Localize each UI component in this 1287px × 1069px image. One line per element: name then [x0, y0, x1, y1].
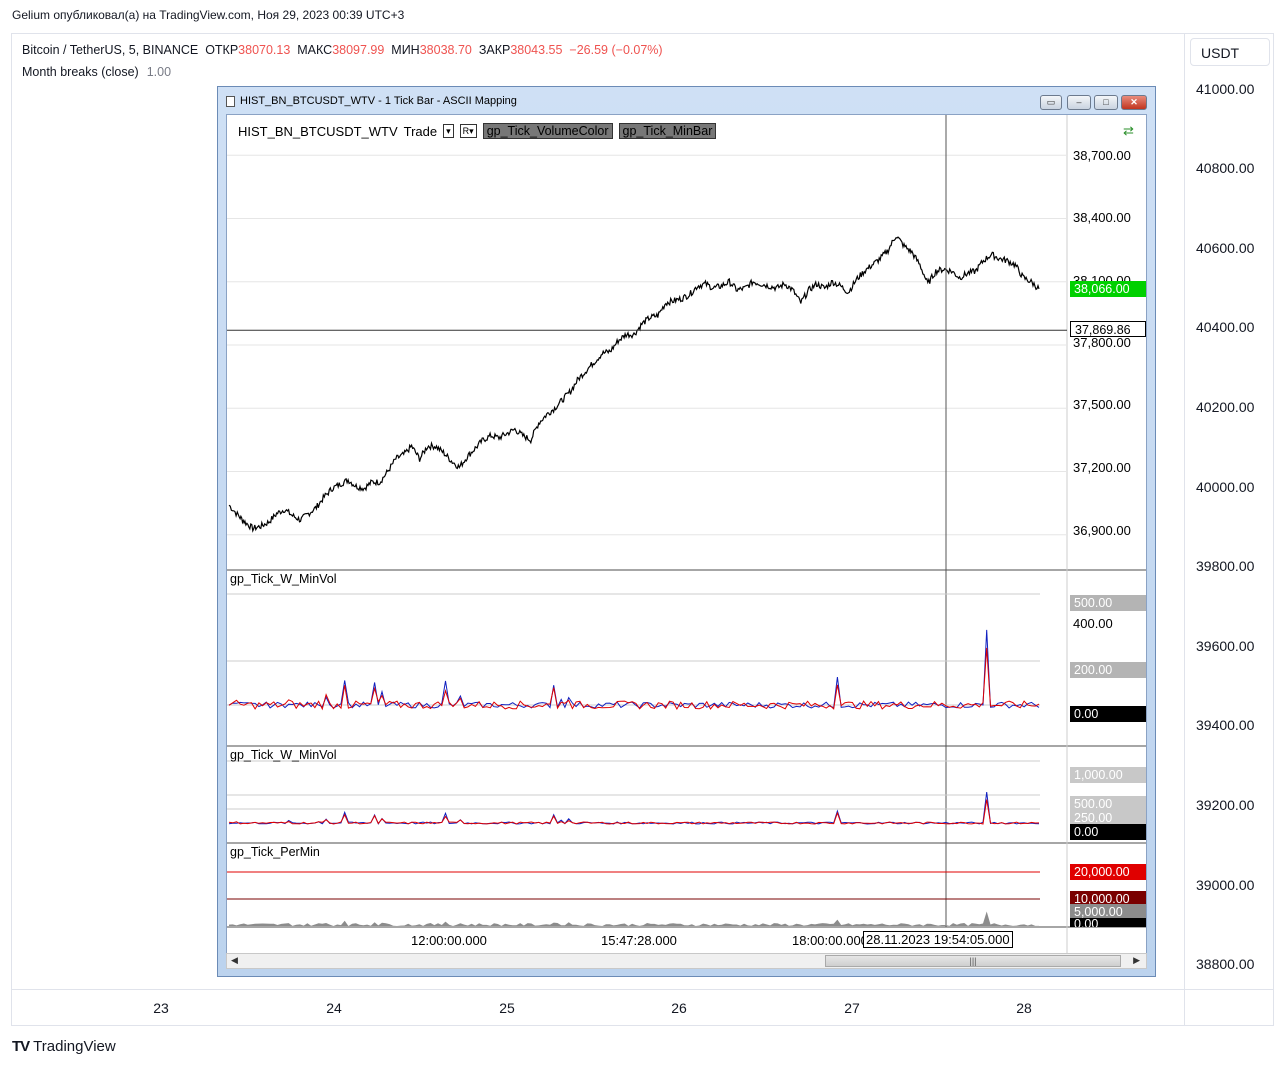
crosshair-price-badge: 37,869.86 [1070, 321, 1146, 337]
y-tick-label: 39000.00 [1196, 877, 1255, 893]
x-tick-label: 25 [499, 1000, 515, 1016]
window-close-button[interactable]: ✕ [1121, 95, 1147, 110]
price-series-line [228, 236, 1040, 533]
time-axis-divider [11, 989, 1274, 990]
inner-mode: Trade [403, 123, 438, 139]
inner-chart-header: HIST_BN_BTCUSDT_WTV Trade ▾ R▾ gp_Tick_V… [238, 123, 717, 139]
indicator-legend[interactable]: Month breaks (close) 1.00 [22, 65, 171, 79]
pane4-area-series [229, 911, 1039, 926]
y-tick-label: 40800.00 [1196, 160, 1255, 176]
tradingview-logo-text: TradingView [33, 1038, 116, 1055]
y-tick-label: 39200.00 [1196, 797, 1255, 813]
symbol-legend[interactable]: Bitcoin / TetherUS, 5, BINANCE ОТКР38070… [22, 43, 663, 57]
tradingview-logo[interactable]: ТV TradingView [12, 1038, 116, 1055]
y-tick-label: 39400.00 [1196, 717, 1255, 733]
pane2-tick: 400.00 [1073, 616, 1113, 631]
open-label: ОТКР [205, 43, 239, 57]
window-title: HIST_BN_BTCUSDT_WTV - 1 Tick Bar - ASCII… [226, 95, 517, 107]
last-price-badge: 38,066.00 [1070, 281, 1146, 297]
embedded-chart-window: HIST_BN_BTCUSDT_WTV - 1 Tick Bar - ASCII… [217, 86, 1156, 977]
inner-range-button[interactable]: R▾ [459, 124, 477, 138]
y-tick-label: 40000.00 [1196, 479, 1255, 495]
inner-x-tick: 18:00:00.000 [792, 933, 868, 948]
scroll-right-arrow-icon[interactable]: ▶ [1133, 955, 1140, 965]
inner-dropdown-button[interactable]: ▾ [443, 124, 454, 138]
inner-chart-svg [227, 115, 1146, 953]
pane2-red-series [228, 647, 1040, 711]
y-tick-label: 40200.00 [1196, 399, 1255, 415]
pane4-zero-badge: 0.00 [1070, 918, 1146, 927]
x-tick-label: 24 [326, 1000, 342, 1016]
inner-y-tick: 37,500.00 [1073, 397, 1131, 412]
inner-tag-volumecolor[interactable]: gp_Tick_VolumeColor [482, 123, 613, 139]
document-icon [226, 95, 235, 107]
inner-y-tick: 37,800.00 [1073, 335, 1131, 350]
chart-frame [11, 33, 1274, 1026]
inner-x-tick: 15:47:28.000 [601, 933, 677, 948]
pane3-tick-badge: 500.00 [1070, 796, 1146, 812]
indicator-name[interactable]: Month breaks (close) [22, 65, 139, 79]
pane4-tick-badge: 20,000.00 [1070, 864, 1146, 880]
crosshair-time-badge: 28.11.2023 19:54:05.000 [863, 931, 1013, 948]
tradingview-mark-icon: ТV [12, 1038, 30, 1055]
x-tick-label: 27 [844, 1000, 860, 1016]
pane4-label: gp_Tick_PerMin [230, 845, 320, 859]
open-value: 38070.13 [238, 43, 291, 57]
high-value: 38097.99 [332, 43, 385, 57]
inner-y-tick: 36,900.00 [1073, 523, 1131, 538]
low-value: 38038.70 [419, 43, 472, 57]
high-label: МАКС [297, 43, 333, 57]
window-restore-button[interactable]: ▭ [1040, 95, 1062, 110]
pane2-zero-badge: 0.00 [1070, 706, 1146, 722]
inner-tag-minbar[interactable]: gp_Tick_MinBar [618, 123, 717, 139]
window-maximize-button[interactable]: □ [1094, 95, 1118, 110]
inner-y-tick: 38,700.00 [1073, 148, 1131, 163]
horizontal-scrollbar[interactable]: ◀ ||| ▶ [226, 953, 1147, 969]
inner-plot-area: HIST_BN_BTCUSDT_WTV Trade ▾ R▾ gp_Tick_V… [226, 114, 1147, 954]
close-label: ЗАКР [478, 43, 511, 57]
y-tick-label: 41000.00 [1196, 81, 1255, 97]
window-minimize-button[interactable]: – [1067, 95, 1091, 110]
pane4-tick-badge: 5,000.00 [1070, 904, 1146, 920]
y-tick-label: 40600.00 [1196, 240, 1255, 256]
low-label: МИН [391, 43, 420, 57]
inner-y-tick: 38,400.00 [1073, 210, 1131, 225]
pane3-label: gp_Tick_W_MinVol [230, 748, 337, 762]
pane3-tick-badge: 1,000.00 [1070, 767, 1146, 783]
y-tick-label: 40400.00 [1196, 319, 1255, 335]
pane3-red-series [228, 799, 1040, 825]
y-tick-label: 39600.00 [1196, 638, 1255, 654]
symbol-title[interactable]: Bitcoin / TetherUS, 5, BINANCE [22, 43, 199, 57]
scroll-left-arrow-icon[interactable]: ◀ [231, 955, 238, 965]
trend-arrows-icon: ⇄ [1123, 123, 1134, 138]
pane2-tick-badge: 200.00 [1070, 662, 1146, 678]
pane4-tick-badge: 10,000.00 [1070, 891, 1146, 907]
x-tick-label: 26 [671, 1000, 687, 1016]
indicator-value: 1.00 [146, 65, 172, 79]
inner-y-tick: 37,200.00 [1073, 460, 1131, 475]
x-tick-label: 28 [1016, 1000, 1032, 1016]
y-tick-label: 39800.00 [1196, 558, 1255, 574]
pane2-label: gp_Tick_W_MinVol [230, 572, 337, 586]
x-tick-label: 23 [153, 1000, 169, 1016]
y-tick-label: 38800.00 [1196, 956, 1255, 972]
pane3-tick-badge: 250.00 [1070, 810, 1146, 826]
pane2-tick-badge: 500.00 [1070, 595, 1146, 611]
close-value: 38043.55 [510, 43, 563, 57]
pane3-blue-series [228, 792, 1040, 825]
scrollbar-thumb[interactable]: ||| [825, 955, 1121, 967]
change-value: −26.59 (−0.07%) [569, 43, 663, 57]
inner-symbol: HIST_BN_BTCUSDT_WTV [238, 123, 398, 139]
publication-line: Gelium опубликовал(а) на TradingView.com… [12, 8, 405, 22]
pane2-blue-series [228, 629, 1040, 709]
currency-button[interactable]: USDT [1190, 38, 1270, 66]
inner-x-tick: 12:00:00.000 [411, 933, 487, 948]
price-axis-divider [1184, 33, 1185, 1026]
window-title-text: HIST_BN_BTCUSDT_WTV - 1 Tick Bar - ASCII… [240, 95, 517, 107]
pane3-zero-badge: 0.00 [1070, 824, 1146, 840]
